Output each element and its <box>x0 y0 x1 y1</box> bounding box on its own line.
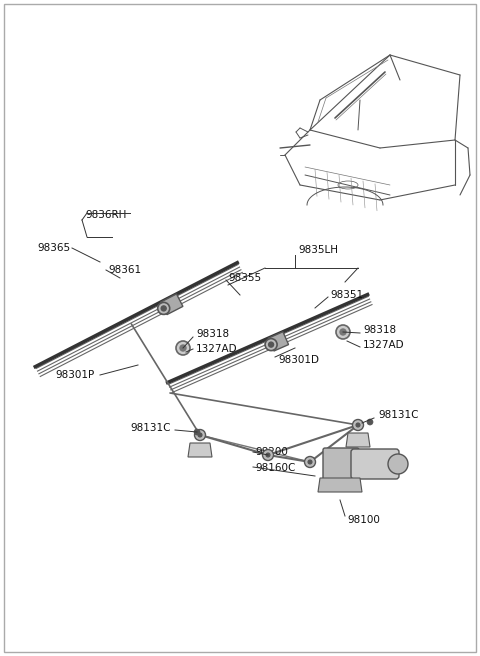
Text: 98100: 98100 <box>347 515 380 525</box>
Text: 98301P: 98301P <box>55 370 94 380</box>
Text: 98160C: 98160C <box>255 463 295 473</box>
Circle shape <box>308 460 312 464</box>
Text: 9835LH: 9835LH <box>298 245 338 255</box>
Text: 98318: 98318 <box>196 329 229 339</box>
Text: 1327AD: 1327AD <box>363 340 405 350</box>
Circle shape <box>367 419 373 425</box>
Text: 98361: 98361 <box>108 265 141 275</box>
Circle shape <box>269 342 274 347</box>
Text: 98131C: 98131C <box>378 410 419 420</box>
Circle shape <box>352 419 363 430</box>
FancyBboxPatch shape <box>351 449 399 479</box>
Text: 98318: 98318 <box>363 325 396 335</box>
Text: 98355: 98355 <box>228 273 261 283</box>
Polygon shape <box>318 478 362 492</box>
Circle shape <box>180 345 186 351</box>
Circle shape <box>176 341 190 355</box>
Circle shape <box>340 329 346 335</box>
Text: 9836RH: 9836RH <box>85 210 126 220</box>
Circle shape <box>336 325 350 339</box>
Polygon shape <box>188 443 212 457</box>
Text: 98200: 98200 <box>255 447 288 457</box>
Text: 98131C: 98131C <box>130 423 170 433</box>
Polygon shape <box>160 294 183 315</box>
Polygon shape <box>268 332 288 351</box>
Circle shape <box>198 433 202 437</box>
Circle shape <box>158 302 170 314</box>
Circle shape <box>265 338 277 350</box>
Circle shape <box>194 429 200 435</box>
Circle shape <box>304 457 315 468</box>
Circle shape <box>356 423 360 427</box>
Circle shape <box>161 306 166 311</box>
Text: 1327AD: 1327AD <box>196 344 238 354</box>
Circle shape <box>388 454 408 474</box>
Text: 98365: 98365 <box>37 243 70 253</box>
Circle shape <box>266 453 270 457</box>
FancyBboxPatch shape <box>323 448 359 480</box>
Text: 98301D: 98301D <box>278 355 319 365</box>
Circle shape <box>194 430 205 440</box>
Circle shape <box>263 449 274 461</box>
Polygon shape <box>346 433 370 447</box>
Text: 98351: 98351 <box>330 290 363 300</box>
